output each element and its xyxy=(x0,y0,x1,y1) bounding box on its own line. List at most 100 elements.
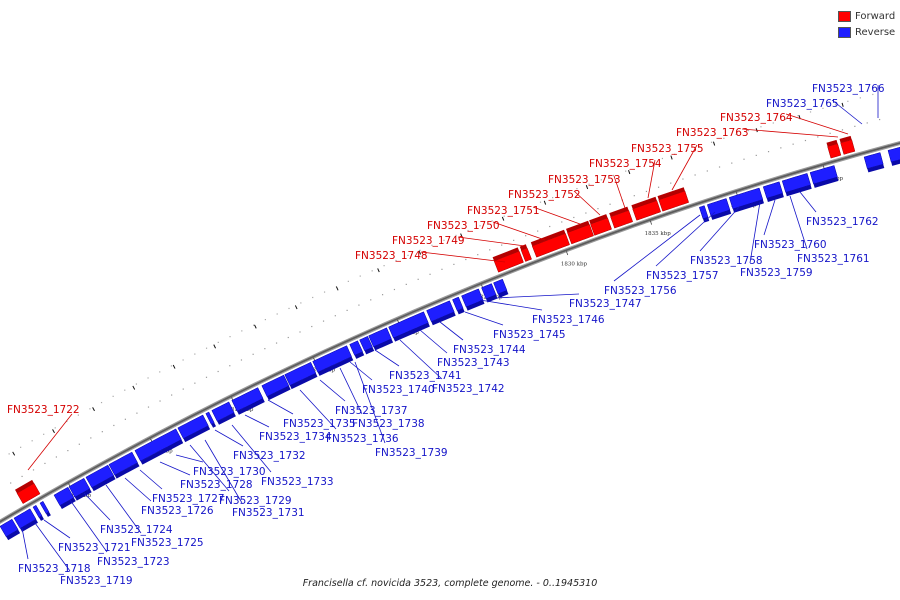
guide-dot xyxy=(370,299,372,301)
guide-dot xyxy=(847,100,849,102)
guide-mark xyxy=(628,169,631,175)
reverse-gene xyxy=(863,152,884,169)
guide-dot xyxy=(264,348,266,350)
gene-label: FN3523_1740 xyxy=(362,384,435,396)
forward-gene xyxy=(16,483,41,504)
gene-leader-line xyxy=(799,191,817,213)
reverse-gene-side xyxy=(91,475,116,492)
guide-dot xyxy=(240,359,243,361)
guide-dot xyxy=(609,203,611,205)
guide-dot xyxy=(552,197,554,199)
gene-label: FN3523_1719 xyxy=(60,575,133,587)
guide-dot xyxy=(706,170,708,172)
reverse-gene xyxy=(134,428,182,462)
guide-dot xyxy=(872,93,874,96)
reverse-gene xyxy=(461,288,484,308)
reverse-gene-side xyxy=(59,497,76,509)
reverse-gene xyxy=(261,374,290,397)
forward-genes xyxy=(15,135,856,504)
guide-mark xyxy=(132,385,136,390)
scale-tick-label: 1830 kbp xyxy=(561,261,588,267)
guide-dot xyxy=(287,336,289,339)
gene-leader-line xyxy=(419,329,448,354)
guide-dot xyxy=(879,118,881,121)
reverse-gene-side xyxy=(237,398,265,415)
guide-dot xyxy=(760,126,762,128)
guide-dot xyxy=(101,431,103,433)
guide-dot xyxy=(503,215,505,217)
gene-leader-line xyxy=(231,424,272,473)
guide-dot xyxy=(323,291,326,293)
scale-tick xyxy=(649,220,653,225)
guide-dot xyxy=(625,170,627,172)
scale-tick-label: 1835 kbp xyxy=(645,231,672,237)
guide-dot xyxy=(276,313,278,315)
forward-gene-side xyxy=(631,196,657,209)
gene-leader-line xyxy=(785,113,849,135)
gene-label: FN3523_1718 xyxy=(18,563,91,575)
gene-label: FN3523_1766 xyxy=(812,83,885,95)
forward-gene xyxy=(840,139,856,155)
guide-dot xyxy=(797,114,799,117)
guide-dot xyxy=(407,254,409,256)
guide-dot xyxy=(90,437,92,439)
guide-dot xyxy=(576,188,578,190)
reverse-gene-side xyxy=(766,193,784,202)
guide-dot xyxy=(674,153,676,155)
guide-dot xyxy=(43,433,45,435)
guide-mark xyxy=(213,344,216,349)
guide-dot xyxy=(405,283,407,285)
reverse-gene xyxy=(481,283,497,300)
guide-dot xyxy=(21,475,23,478)
guide-dot xyxy=(822,107,824,109)
guide-dot xyxy=(100,401,103,404)
guide-mark xyxy=(172,364,176,369)
forward-gene-side xyxy=(15,479,35,494)
guide-dot xyxy=(465,258,467,261)
gene-label: FN3523_1739 xyxy=(375,447,448,459)
guide-dot xyxy=(44,462,46,465)
guide-dot xyxy=(371,270,373,272)
guide-dot xyxy=(817,136,819,138)
guide-dot xyxy=(358,304,360,306)
gene-label: FN3523_1762 xyxy=(806,216,879,228)
gene-leader-line xyxy=(671,144,698,191)
forward-gene-side xyxy=(492,247,520,261)
guide-dot xyxy=(710,141,713,143)
guide-dot xyxy=(429,273,431,275)
guide-dot xyxy=(501,244,503,246)
guide-dot xyxy=(312,296,314,299)
gene-leader-line xyxy=(464,311,504,326)
gene-label: FN3523_1729 xyxy=(219,495,292,507)
guide-dot xyxy=(32,469,35,471)
guide-dot xyxy=(89,408,91,410)
guide-dot xyxy=(479,225,481,227)
gene-leader-line xyxy=(439,321,464,341)
backbone-line xyxy=(0,142,900,523)
guide-dot xyxy=(573,216,575,219)
reverse-gene xyxy=(284,361,317,386)
reverse-genes xyxy=(0,146,900,541)
guide-dot xyxy=(537,230,539,232)
gene-leader-line xyxy=(214,429,244,447)
guide-dot xyxy=(597,208,599,210)
gene-label: FN3523_1732 xyxy=(233,450,306,462)
guide-mark xyxy=(585,185,589,190)
gene-label: FN3523_1760 xyxy=(754,239,827,251)
guide-dot xyxy=(515,210,517,213)
reverse-gene xyxy=(809,165,838,185)
reverse-gene-side xyxy=(289,373,318,390)
forward-gene xyxy=(632,200,662,221)
reverse-gene-side xyxy=(732,199,764,213)
guide-dot xyxy=(170,365,173,367)
guide-dot xyxy=(854,125,856,127)
forward-gene-side xyxy=(530,229,566,246)
gene-leader-line xyxy=(34,522,71,572)
guide-dot xyxy=(381,294,384,296)
reverse-gene-side xyxy=(466,300,485,311)
gene-label: FN3523_1752 xyxy=(508,189,581,201)
gene-label: FN3523_1735 xyxy=(283,418,356,430)
gene-label: FN3523_1746 xyxy=(532,314,605,326)
guide-dot xyxy=(322,320,325,322)
